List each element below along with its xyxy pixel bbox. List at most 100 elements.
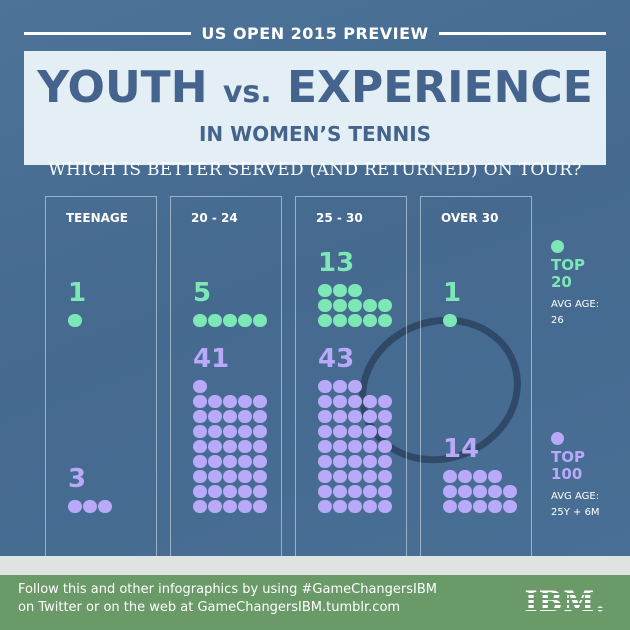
dot-row — [193, 424, 267, 438]
player-dot — [488, 469, 502, 483]
player-dot — [443, 469, 457, 483]
player-dot — [253, 313, 267, 327]
player-dot — [503, 484, 517, 498]
dot-row — [193, 313, 267, 327]
title-box: YOUTH vs. EXPERIENCE IN WOMEN’S TENNIS — [24, 51, 606, 165]
dot-row — [318, 469, 392, 483]
player-dot — [83, 499, 97, 513]
legend-label: 100 — [551, 465, 583, 483]
player-dot — [193, 394, 207, 408]
kicker: US OPEN 2015 PREVIEW — [24, 24, 607, 43]
player-dot — [348, 313, 362, 327]
player-dot — [208, 469, 222, 483]
player-dot — [193, 499, 207, 513]
player-dot — [98, 499, 112, 513]
legend-top20: TOP 20 AVG AGE: 26 — [551, 240, 599, 329]
player-dot — [318, 298, 332, 312]
player-dot — [208, 499, 222, 513]
player-dot — [348, 283, 362, 297]
divider — [24, 32, 192, 35]
player-dot — [363, 394, 377, 408]
player-dot — [208, 454, 222, 468]
footer-text: Follow this and other infographics by us… — [18, 581, 437, 617]
dot-row — [318, 454, 392, 468]
player-dot — [348, 394, 362, 408]
player-dot — [193, 439, 207, 453]
player-dot — [348, 379, 362, 393]
player-dot — [333, 283, 347, 297]
dot-row — [318, 394, 392, 408]
player-dot — [378, 454, 392, 468]
player-dot — [378, 313, 392, 327]
player-dot — [193, 484, 207, 498]
dot-row — [318, 409, 392, 423]
title-vs: vs. — [222, 75, 272, 110]
subtitle: IN WOMEN’S TENNIS — [198, 122, 432, 146]
player-dot — [238, 424, 252, 438]
player-dot — [208, 394, 222, 408]
player-dot — [253, 409, 267, 423]
player-dot — [238, 469, 252, 483]
player-dot — [193, 379, 207, 393]
player-dot — [333, 454, 347, 468]
player-dot — [238, 499, 252, 513]
count-label: 3 — [68, 464, 87, 494]
legend-dot — [551, 432, 564, 445]
question: WHICH IS BETTER SERVED (AND RETURNED) ON… — [48, 160, 582, 180]
dot-row — [318, 313, 392, 327]
page-title: YOUTH vs. EXPERIENCE — [24, 63, 606, 118]
player-dot — [348, 469, 362, 483]
player-dot — [488, 499, 502, 513]
dot-row — [68, 499, 112, 513]
dot-row — [193, 439, 267, 453]
footer: Follow this and other infographics by us… — [0, 575, 630, 630]
player-dot — [223, 469, 237, 483]
dot-row — [318, 499, 392, 513]
legend-dot — [551, 240, 564, 253]
player-dot — [473, 484, 487, 498]
player-dot — [208, 424, 222, 438]
footer-line: on Twitter or on the web at GameChangers… — [18, 600, 401, 615]
column-header: 25 - 30 — [316, 211, 363, 225]
player-dot — [223, 313, 237, 327]
top20-group: 1 — [68, 278, 86, 327]
count-label: 43 — [318, 344, 355, 374]
player-dot — [378, 439, 392, 453]
player-dot — [363, 313, 377, 327]
dot-row — [193, 394, 267, 408]
player-dot — [333, 394, 347, 408]
top100-group: 3 — [68, 464, 112, 513]
column-20-24: 20 - 24 5 41 — [170, 196, 282, 557]
player-dot — [223, 454, 237, 468]
player-dot — [253, 484, 267, 498]
player-dot — [378, 484, 392, 498]
player-dot — [363, 469, 377, 483]
player-dot — [68, 499, 82, 513]
avg-age-value: 25Y + 6M — [551, 507, 600, 518]
dot-row — [68, 313, 86, 327]
dot-row — [443, 499, 517, 513]
player-dot — [318, 499, 332, 513]
player-dot — [488, 484, 502, 498]
legend-label: 20 — [551, 273, 572, 291]
player-dot — [223, 394, 237, 408]
dot-row — [193, 469, 267, 483]
player-dot — [378, 394, 392, 408]
top100-group: 43 — [318, 344, 392, 513]
avg-age-value: 26 — [551, 315, 564, 326]
player-dot — [473, 499, 487, 513]
count-label: 14 — [443, 434, 480, 464]
player-dot — [208, 484, 222, 498]
top20-group: 1 — [443, 278, 461, 327]
player-dot — [363, 439, 377, 453]
column-header: 20 - 24 — [191, 211, 238, 225]
player-dot — [68, 313, 82, 327]
player-dot — [333, 409, 347, 423]
player-dot — [473, 469, 487, 483]
player-dot — [208, 313, 222, 327]
player-dot — [318, 313, 332, 327]
player-dot — [193, 454, 207, 468]
player-dot — [333, 379, 347, 393]
player-dot — [363, 454, 377, 468]
player-dot — [333, 499, 347, 513]
